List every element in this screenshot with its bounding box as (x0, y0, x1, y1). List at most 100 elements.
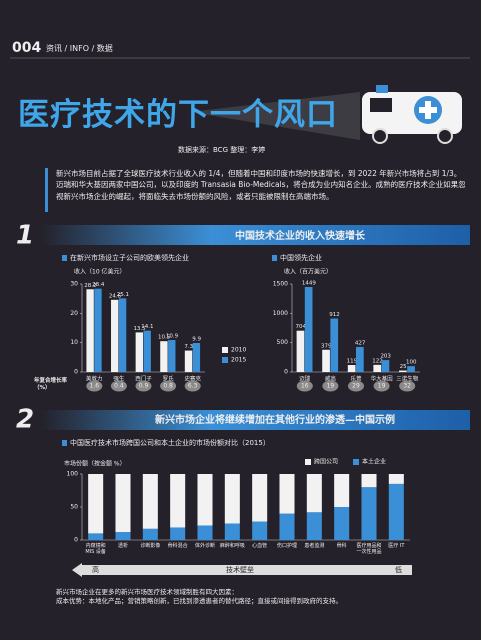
data-label: 24.6 (109, 293, 122, 299)
growth-badge (160, 380, 177, 392)
growth-badge (110, 380, 127, 392)
bar-segment (142, 474, 158, 529)
growth-badge (348, 380, 364, 392)
bar-segment (361, 487, 377, 540)
legend-label: 2015 (231, 357, 246, 364)
legend-swatch (305, 459, 311, 465)
data-label: 427 (355, 340, 366, 346)
bar-segment (334, 474, 350, 507)
bar (94, 288, 102, 372)
section-label: 资讯 / INFO / 数据 (46, 44, 113, 53)
chart-title: 中国领先企业 (280, 253, 322, 262)
data-label: 10.5 (158, 335, 171, 341)
y-axis-label: 市场份额（按金额 %） (64, 460, 126, 468)
bar-segment (388, 483, 404, 540)
data-label: 1449 (302, 280, 316, 286)
bar-segment (142, 528, 158, 540)
bar-segment (361, 474, 377, 488)
x-tick-label: 内窥镜和MIS 设备 (85, 543, 106, 556)
x-tick-label: 骨科 (336, 543, 347, 549)
footnote: 成本优势：本地化产品；营销策略创新，已找到渗透患者的替代路径；直接或间接得到政府… (56, 597, 342, 605)
bar-segment (306, 512, 322, 540)
source: 数据来源：BCG 整理：李婷 (178, 146, 266, 154)
bar (304, 286, 313, 372)
y-tick-label: 1000 (273, 310, 288, 317)
bar-segment (279, 513, 295, 540)
x-tick-label: 强生 (113, 375, 125, 383)
y-tick-label: 20 (70, 310, 78, 317)
arrow-middle: 技术壁垒 (226, 565, 254, 574)
page-number: 004 (12, 40, 42, 56)
title: 医疗技术的下一个风口 (18, 97, 338, 133)
bar (356, 346, 364, 372)
section-title: 中国技术企业的收入快速增长 (235, 229, 366, 242)
data-label: 704 (295, 324, 306, 330)
x-tick-label: 伤口护理 (276, 543, 297, 549)
data-label: 25 (400, 364, 407, 370)
arrow-left: 高 (92, 565, 99, 574)
x-tick-label: 迈瑞 (299, 375, 311, 383)
y-tick-label: 0 (74, 369, 78, 376)
y-tick-label: 0 (74, 537, 78, 544)
bar (118, 298, 127, 372)
bar-segment (115, 532, 131, 540)
bar (330, 318, 339, 372)
data-label: 122 (372, 358, 383, 364)
bar-segment (88, 474, 104, 534)
section-banner (40, 410, 470, 430)
x-tick-label: 三诺生物 (396, 375, 419, 383)
x-tick-label: 西门子 (135, 375, 152, 383)
bar (135, 332, 143, 372)
arrow-right: 低 (395, 565, 402, 574)
wheel (437, 128, 453, 144)
x-tick-label: 医疗用品和一次性用品 (356, 543, 382, 556)
bar (160, 341, 168, 372)
legend-swatch (222, 357, 228, 363)
growth-value: 0.8 (163, 383, 173, 390)
growth-badge (373, 380, 390, 392)
x-tick-label: 美敦力 (86, 375, 103, 383)
bar (347, 365, 356, 372)
growth-badge (296, 380, 313, 392)
growth-badge (86, 380, 103, 392)
growth-badge (135, 380, 152, 392)
bar-segment (224, 523, 240, 540)
x-tick-label: 诊断影像 (140, 543, 161, 549)
data-label: 7.3 (184, 344, 193, 350)
data-label: 203 (380, 354, 391, 360)
bar (381, 360, 390, 372)
intro-bar (45, 168, 48, 212)
bar-segment (224, 474, 240, 524)
bar (184, 350, 193, 372)
bar-segment (170, 474, 186, 528)
bar (407, 366, 415, 372)
growth-badge (322, 380, 339, 392)
bar (192, 342, 201, 372)
bar-segment (334, 507, 350, 540)
x-tick-label: 乐普 (350, 375, 362, 383)
y-tick-label: 30 (70, 281, 78, 288)
bar-segment (197, 525, 213, 540)
growth-value: 6.3 (188, 383, 198, 390)
x-tick-label: 体外诊断 (194, 543, 215, 549)
x-tick-label: 透析 (117, 543, 128, 549)
bar-segment (115, 474, 131, 533)
growth-value: 0.9 (139, 383, 149, 390)
light-beam (190, 92, 360, 140)
chart-title-marker (272, 255, 277, 261)
legend-label: 2010 (231, 347, 246, 354)
footnote: 新兴市场企业在更多的新兴市场医疗技术领域制胜有四大因素： (56, 588, 238, 596)
data-label: 28.2 (84, 283, 96, 289)
y-tick-label: 50 (70, 504, 78, 511)
legend-label: 跨国公司 (314, 458, 338, 466)
bar (111, 299, 119, 372)
y-tick-label: 100 (67, 471, 79, 478)
bar-segment (388, 474, 404, 484)
y-tick-label: 500 (277, 339, 289, 346)
data-label: 9.9 (192, 336, 201, 342)
data-label: 13.5 (133, 326, 146, 332)
legend-swatch (353, 459, 359, 465)
bar (143, 330, 151, 372)
data-label: 14.1 (141, 324, 153, 330)
